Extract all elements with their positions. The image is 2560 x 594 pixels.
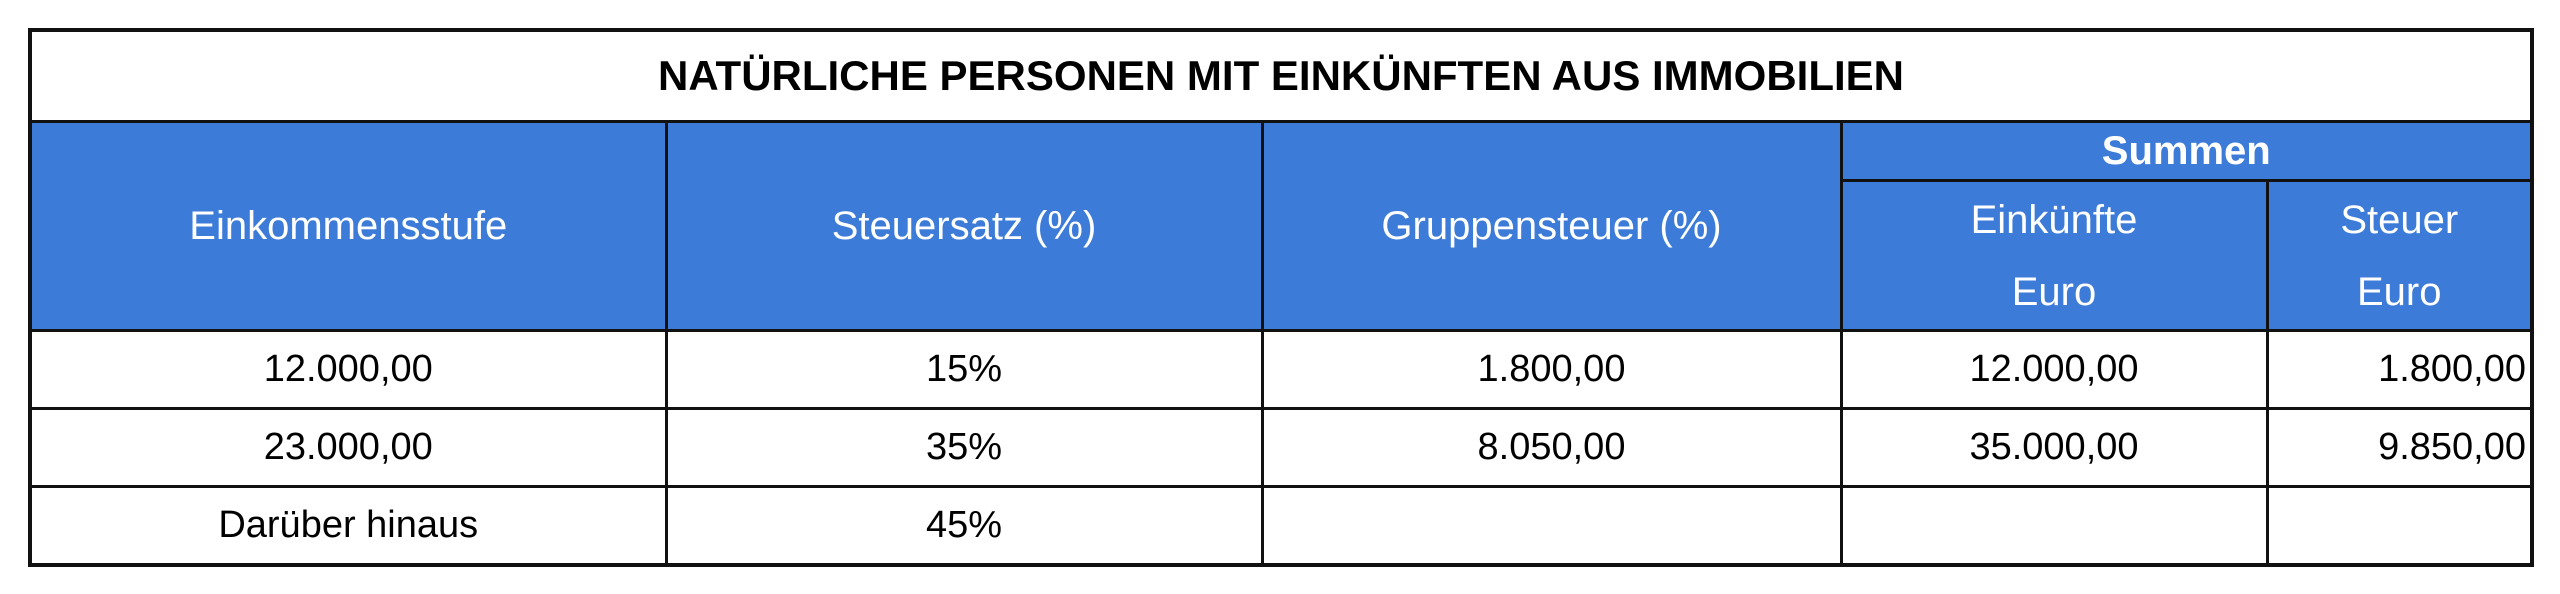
cell-group-tax: 1.800,00 (1260, 329, 1843, 410)
cell-group-tax (1260, 485, 1843, 567)
cell-income-level: 23.000,00 (28, 407, 668, 488)
header-tax-rate: Steuersatz (%) (664, 120, 1264, 332)
header-sum-income-line2: Euro (2011, 269, 2097, 314)
cell-tax-rate: 15% (664, 329, 1264, 410)
cell-tax-rate: 45% (664, 485, 1264, 567)
header-sum-income: Einkünfte Euro (1839, 179, 2269, 332)
header-income-level: Einkommensstufe (28, 120, 668, 332)
cell-sum-tax (2265, 485, 2534, 567)
cell-sum-tax: 1.800,00 (2265, 329, 2534, 410)
cell-sum-income (1839, 485, 2269, 567)
cell-group-tax: 8.050,00 (1260, 407, 1843, 488)
table-row: 23.000,00 35% 8.050,00 35.000,00 9.850,0… (28, 407, 2534, 488)
tax-table: NATÜRLICHE PERSONEN MIT EINKÜNFTEN AUS I… (28, 28, 2534, 567)
cell-income-level: 12.000,00 (28, 329, 668, 410)
header-row-top: Einkommensstufe Steuersatz (%) Gruppenst… (28, 120, 2534, 332)
header-group-tax: Gruppensteuer (%) (1260, 120, 1843, 332)
cell-income-level: Darüber hinaus (28, 485, 668, 567)
header-row-sub: Einkünfte Euro Steuer Euro (30, 179, 2534, 332)
table-row: 12.000,00 15% 1.800,00 12.000,00 1.800,0… (28, 329, 2534, 410)
header-sum-tax: Steuer Euro (2265, 179, 2534, 332)
cell-sum-tax: 9.850,00 (2265, 407, 2534, 488)
cell-sum-income: 35.000,00 (1839, 407, 2269, 488)
header-sum-tax-line1: Steuer (2340, 197, 2459, 242)
cell-tax-rate: 35% (664, 407, 1264, 488)
table-title: NATÜRLICHE PERSONEN MIT EINKÜNFTEN AUS I… (28, 28, 2534, 123)
header-sum-tax-line2: Euro (2357, 269, 2442, 314)
cell-sum-income: 12.000,00 (1839, 329, 2269, 410)
table-row: Darüber hinaus 45% (28, 485, 2534, 567)
title-row: NATÜRLICHE PERSONEN MIT EINKÜNFTEN AUS I… (28, 28, 2534, 123)
header-sum-income-line1: Einkünfte (1970, 197, 2138, 242)
header-sums: Summen (1839, 120, 2534, 182)
